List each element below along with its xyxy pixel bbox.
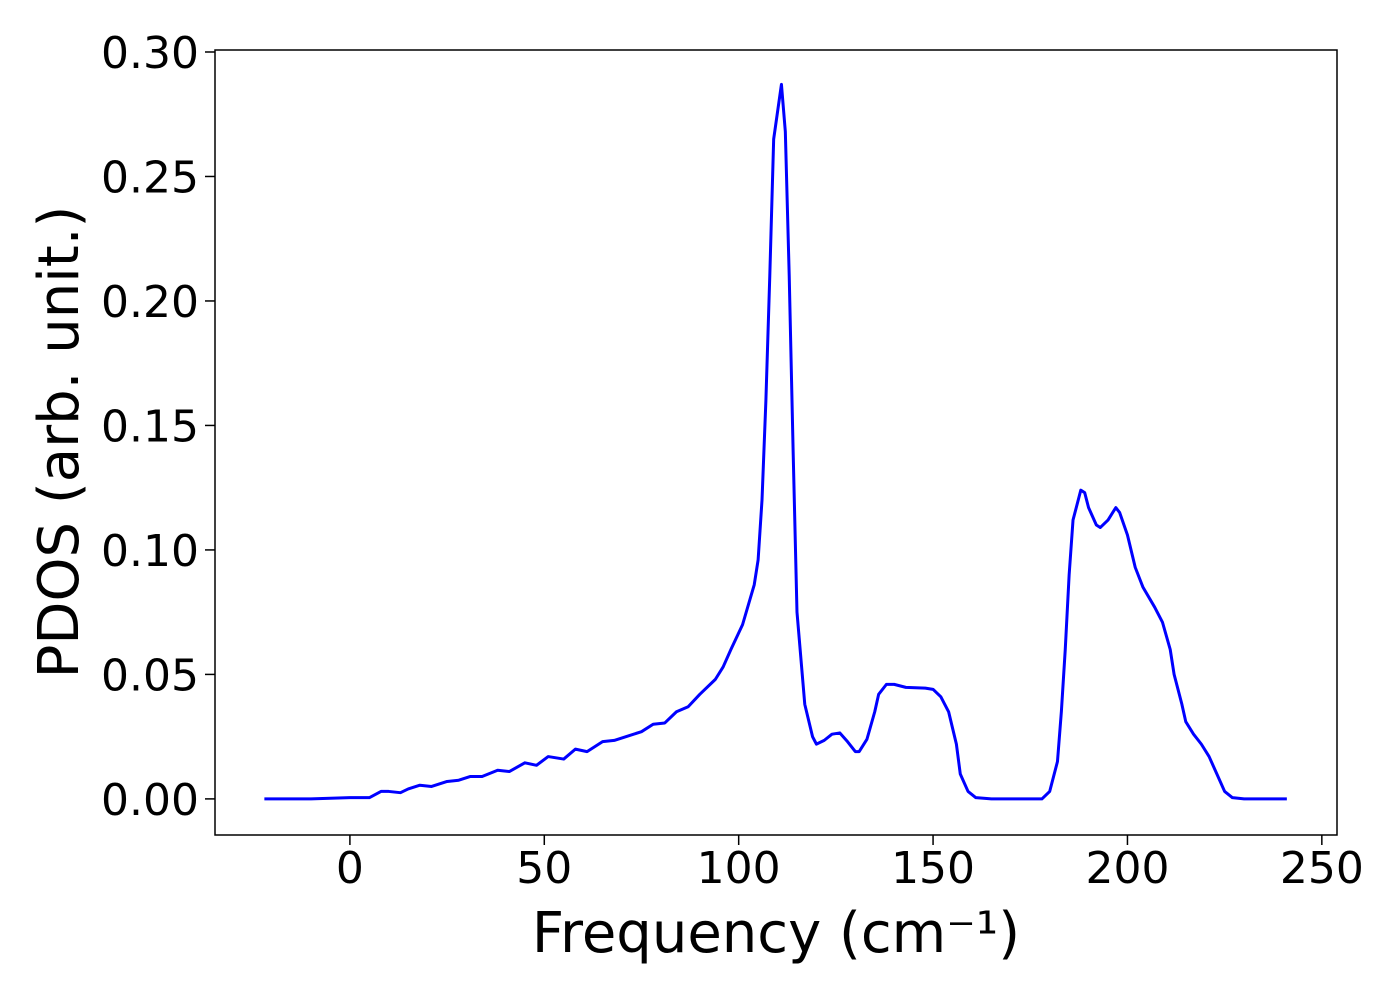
x-tick-label: 0 (336, 843, 364, 894)
y-tick-label: 0.25 (101, 152, 199, 203)
x-tick-label: 100 (697, 843, 781, 894)
y-tick-label: 0.20 (101, 277, 199, 328)
y-tick-label: 0.15 (101, 401, 199, 452)
x-tick-label: 50 (516, 843, 572, 894)
x-axis-label: Frequency (cm⁻¹) (532, 901, 1020, 966)
x-tick-label: 250 (1280, 843, 1364, 894)
x-tick-label: 200 (1085, 843, 1169, 894)
y-tick-label: 0.30 (101, 28, 199, 79)
y-tick-label: 0.05 (101, 650, 199, 701)
plot-frame (214, 49, 1338, 836)
y-tick-label: 0.10 (101, 526, 199, 577)
x-tick-label: 150 (891, 843, 975, 894)
y-tick-label: 0.00 (101, 775, 199, 826)
line-series (264, 82, 1287, 801)
y-axis-label: PDOS (arb. unit.) (27, 206, 92, 679)
